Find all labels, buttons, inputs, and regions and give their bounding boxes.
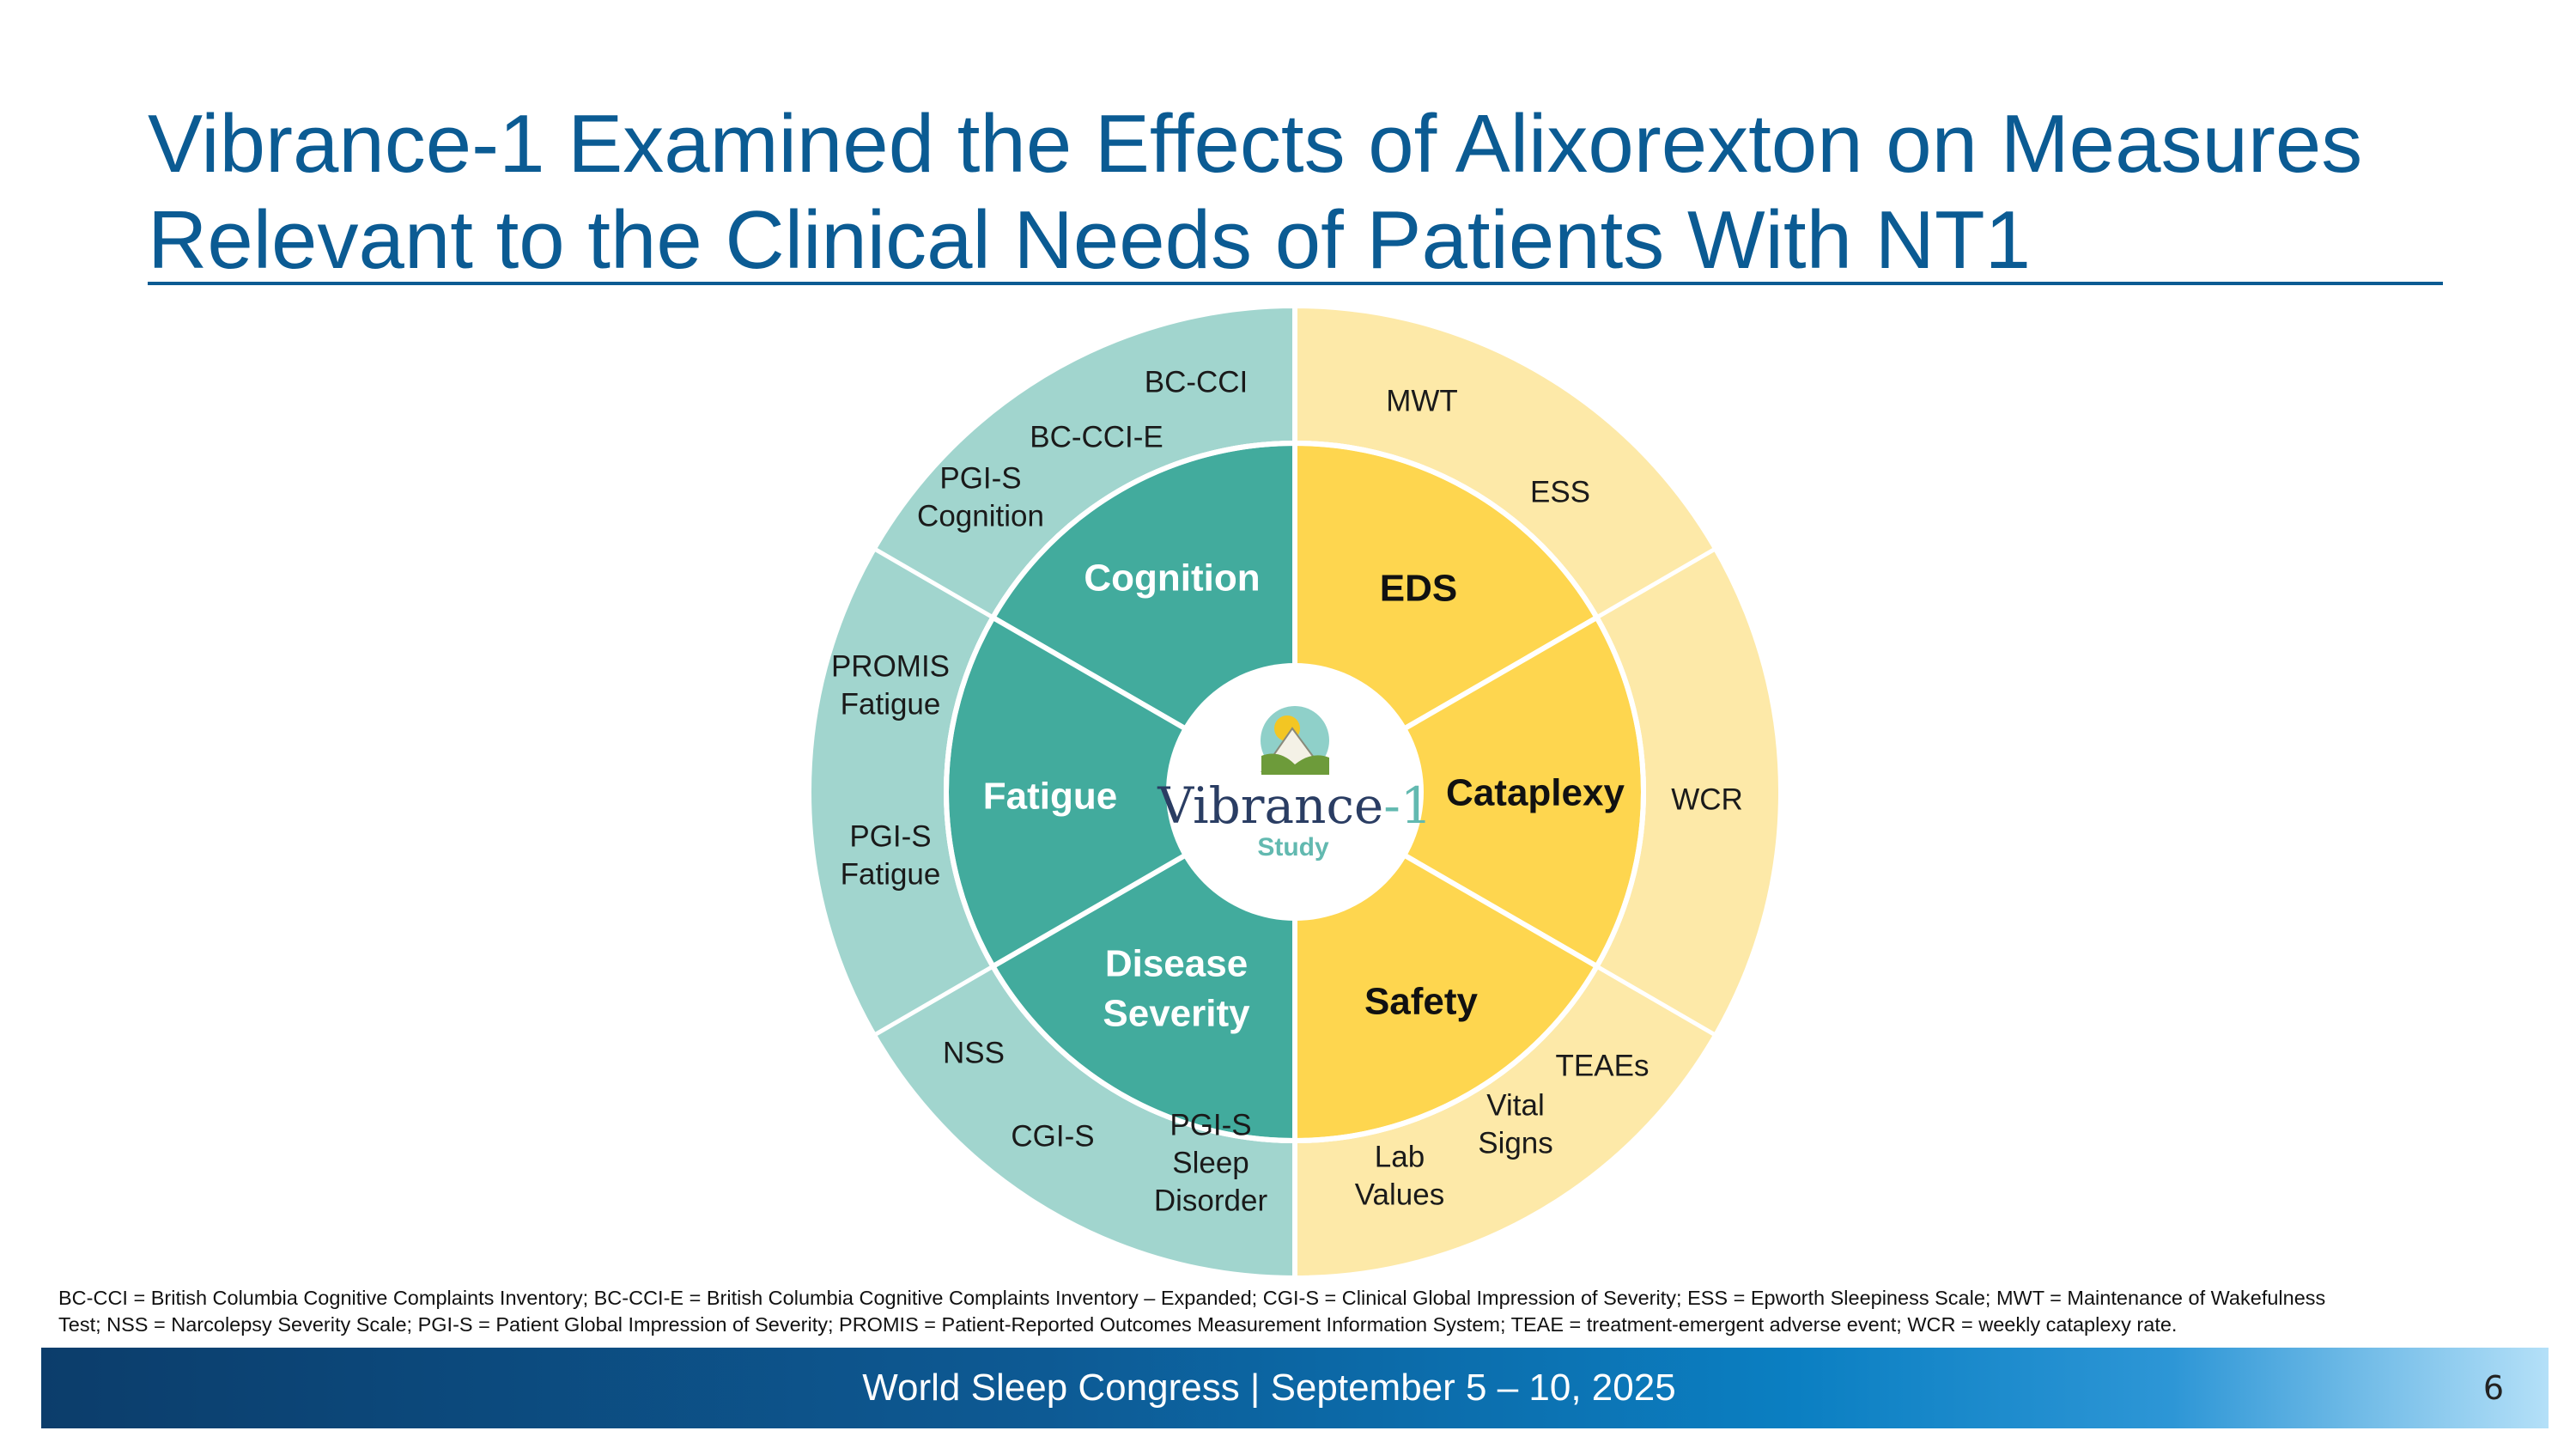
- slide-title-line-1: Vibrance-1 Examined the Effects of Alixo…: [148, 98, 2363, 190]
- inner-ring-border: [944, 441, 1646, 1143]
- measure-label: Vital Signs: [1478, 1088, 1553, 1160]
- page-number: 6: [2482, 1369, 2504, 1407]
- measure-label: WCR: [1671, 782, 1743, 816]
- domain-label: Safety: [1364, 980, 1479, 1022]
- measure-label: BC-CCI: [1145, 365, 1249, 399]
- abbreviations-footnote: BC-CCI = British Columbia Cognitive Comp…: [58, 1285, 2531, 1338]
- measure-label: CGI-S: [1011, 1119, 1094, 1153]
- footer-conference: World Sleep Congress | September 5 – 10,…: [862, 1367, 1676, 1409]
- abbreviations-line-1: BC-CCI = British Columbia Cognitive Comp…: [58, 1287, 2326, 1309]
- slide-title: Vibrance-1 Examined the Effects of Alixo…: [148, 96, 2466, 289]
- measure-label: BC-CCI-E: [1030, 420, 1163, 454]
- domain-label: Disease Severity: [1103, 942, 1250, 1034]
- domain-labels: Cognition EDS Cataplexy Safety Disease Severi…: [983, 557, 1625, 1034]
- measure-label: NSS: [943, 1036, 1005, 1069]
- domain-label: Cataplexy: [1446, 771, 1625, 813]
- measure-labels: BC-CCI BC-CCI-E PGI-S Cognition MWT ESS WCR TEA…: [831, 365, 1743, 1217]
- study-name: Vibrance-1: [1157, 776, 1432, 835]
- title-divider: [148, 282, 2443, 285]
- domain-label: Fatigue: [983, 775, 1117, 817]
- domain-label: Cognition: [1084, 557, 1260, 599]
- measure-label: PROMIS Fatigue: [831, 649, 950, 721]
- measure-label: PGI-S Cognition: [917, 461, 1044, 533]
- abbreviations-line-2: Test; NSS = Narcolepsy Severity Scale; P…: [58, 1313, 2178, 1336]
- measure-label: ESS: [1530, 475, 1590, 508]
- measure-label: Lab Values: [1355, 1140, 1444, 1211]
- study-subtitle: Study: [1257, 833, 1329, 861]
- measure-label: MWT: [1386, 384, 1458, 417]
- footer-bar: World Sleep Congress | September 5 – 10,…: [41, 1348, 2549, 1428]
- outer-divider: [870, 953, 1014, 1039]
- measure-label: TEAEs: [1556, 1049, 1649, 1082]
- outer-divider: [1576, 953, 1720, 1039]
- center-hub: [1166, 663, 1424, 921]
- outer-divider: [870, 545, 1014, 631]
- mountain-sun-icon: [1261, 706, 1329, 775]
- outer-divider: [1576, 545, 1720, 631]
- domain-label: EDS: [1380, 567, 1457, 609]
- measure-label: PGI-S Fatigue: [841, 819, 941, 891]
- slide-title-line-2: Relevant to the Clinical Needs of Patien…: [148, 194, 2031, 286]
- measure-label: PGI-S Sleep Disorder: [1154, 1108, 1268, 1217]
